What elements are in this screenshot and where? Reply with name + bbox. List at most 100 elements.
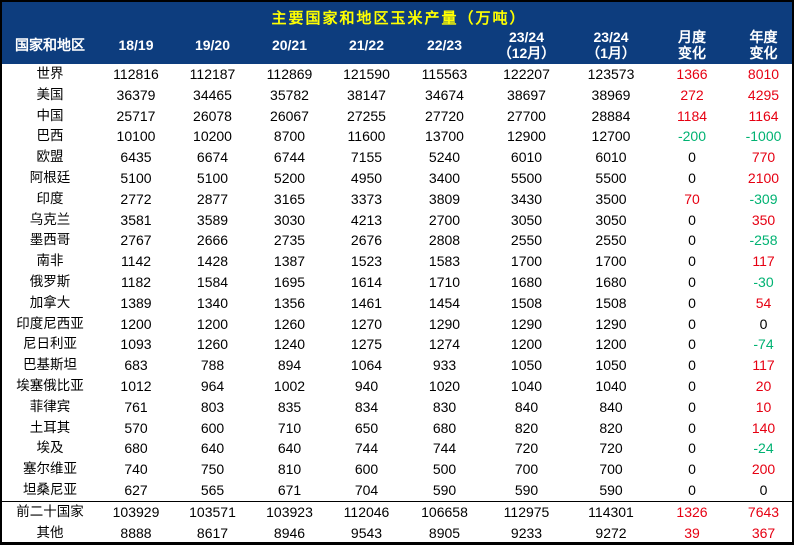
cell-value: 28884	[591, 107, 631, 124]
cell-value: 761	[124, 398, 148, 415]
cell-value: 39	[684, 524, 700, 541]
cell-value: 840	[599, 398, 623, 415]
cell-value: 1366	[676, 66, 708, 82]
cell-value: 0	[759, 315, 768, 332]
cell-value: 5500	[595, 169, 627, 186]
cell-value: 1093	[120, 336, 152, 353]
cell-value: 1260	[196, 336, 229, 353]
cell-value: 38697	[507, 86, 546, 103]
row-label: 加拿大	[29, 294, 71, 310]
cell-value: 0	[688, 169, 696, 186]
column-header-6: 23/24 （12月）	[484, 28, 569, 64]
cell-value: 34465	[193, 86, 232, 103]
cell-value: 1040	[510, 377, 543, 394]
table-title-row: 主要国家和地区玉米产量（万吨）	[2, 2, 792, 28]
cell-value: 1200	[595, 336, 627, 353]
column-header-9: 年度 变化	[731, 28, 792, 64]
cell-value: 34674	[425, 86, 464, 103]
cell-value: 640	[277, 440, 302, 457]
row-label: 其他	[36, 524, 64, 540]
cell-value: 3165	[273, 190, 306, 207]
cell-value: 820	[514, 419, 539, 436]
cell-value: 0	[688, 419, 696, 436]
table-row: 前二十国家 103929 103571 103923 112046 106658 11297…	[2, 500, 792, 523]
cell-value: 1274	[428, 336, 461, 353]
cell-value: 112187	[189, 66, 236, 82]
cell-value: 590	[432, 481, 457, 498]
cell-value: 2676	[350, 232, 383, 249]
cell-value: 103923	[251, 500, 328, 523]
cell-value: 933	[432, 357, 457, 374]
cell-value: 1200	[510, 336, 543, 353]
cell-value: 0	[688, 336, 696, 353]
cell-value: -1000	[745, 128, 782, 145]
cell-value: 27700	[507, 107, 546, 124]
cell-value: 600	[354, 461, 379, 478]
cell-value: 1680	[595, 273, 627, 290]
table-row: 埃塞俄比亚 1012 964 1002 940 1020 1040 1040 0 20	[2, 376, 792, 397]
cell-value: 1260	[273, 315, 306, 332]
cell-value: 803	[200, 398, 225, 415]
cell-value: 12900	[507, 128, 546, 145]
cell-value: 3400	[428, 169, 461, 186]
row-label: 埃及	[36, 440, 64, 456]
cell-value: 627	[124, 481, 148, 498]
cell-value: 103929	[98, 500, 174, 523]
cell-value: 3581	[120, 211, 152, 228]
cell-value: 835	[277, 398, 302, 415]
cell-value: 1680	[510, 273, 543, 290]
row-label: 中国	[36, 107, 64, 123]
cell-value: 9272	[595, 524, 627, 541]
cell-value: 1275	[350, 336, 383, 353]
cell-value: 3030	[273, 211, 306, 228]
cell-value: 9543	[350, 524, 383, 541]
cell-value: 3500	[595, 190, 627, 207]
table-row: 美国 36379 34465 35782 38147 34674 38697 38969 272…	[2, 85, 792, 106]
table-row: 欧盟 6435 6674 6744 7155 5240 6010 6010 0 770	[2, 147, 792, 168]
table-row: 加拿大 1389 1340 1356 1461 1454 1508 1508 0 54	[2, 293, 792, 314]
table-row: 世界 112816 112187 112869 121590 115563 122207 12…	[2, 64, 792, 85]
row-label: 阿根廷	[29, 169, 71, 185]
cell-value: 5100	[120, 169, 152, 186]
cell-value: 2550	[595, 232, 627, 249]
cell-value: 710	[277, 419, 302, 436]
cell-value: 5500	[510, 169, 543, 186]
cell-value: 3373	[350, 190, 383, 207]
column-header-3: 20/21	[251, 28, 328, 64]
cell-value: 0	[759, 481, 768, 498]
cell-value: 0	[688, 253, 696, 270]
table-row: 中国 25717 26078 26067 27255 27720 27700 28884 118…	[2, 106, 792, 127]
table-row: 巴基斯坦 683 788 894 1064 933 1050 1050 0 117	[2, 355, 792, 376]
cell-value: 680	[124, 440, 148, 457]
cell-value: 7643	[731, 500, 792, 523]
cell-value: 1523	[350, 253, 383, 270]
cell-value: 820	[599, 419, 623, 436]
column-header-7: 23/24 （1月）	[569, 28, 653, 64]
cell-value: -309	[749, 190, 778, 207]
cell-value: 1040	[595, 377, 627, 394]
cell-value: -74	[753, 336, 774, 353]
table-row: 塞尔维亚 740 750 810 600 500 700 700 0 200	[2, 459, 792, 480]
cell-value: -30	[753, 273, 774, 290]
cell-value: 54	[755, 294, 772, 311]
cell-value: 350	[751, 211, 776, 228]
cell-value: 1700	[510, 253, 543, 270]
cell-value: 1240	[273, 336, 306, 353]
table-row: 菲律宾 761 803 835 834 830 840 840 0 10	[2, 397, 792, 418]
cell-value: 650	[354, 419, 379, 436]
cell-value: 570	[124, 419, 148, 436]
row-label: 欧盟	[36, 149, 64, 165]
cell-value: 20	[755, 377, 772, 394]
row-label: 墨西哥	[29, 232, 71, 248]
cell-value: 112046	[328, 500, 405, 523]
cell-value: 1290	[428, 315, 461, 332]
cell-value: 500	[432, 461, 457, 478]
cell-value: 1164	[748, 107, 779, 124]
cell-value: 1050	[510, 357, 543, 374]
cell-value: 121590	[343, 66, 390, 82]
cell-value: 3050	[510, 211, 543, 228]
cell-value: 112975	[484, 500, 569, 523]
cell-value: 8905	[428, 524, 461, 541]
cell-value: 894	[277, 357, 302, 374]
row-label: 土耳其	[29, 419, 71, 435]
